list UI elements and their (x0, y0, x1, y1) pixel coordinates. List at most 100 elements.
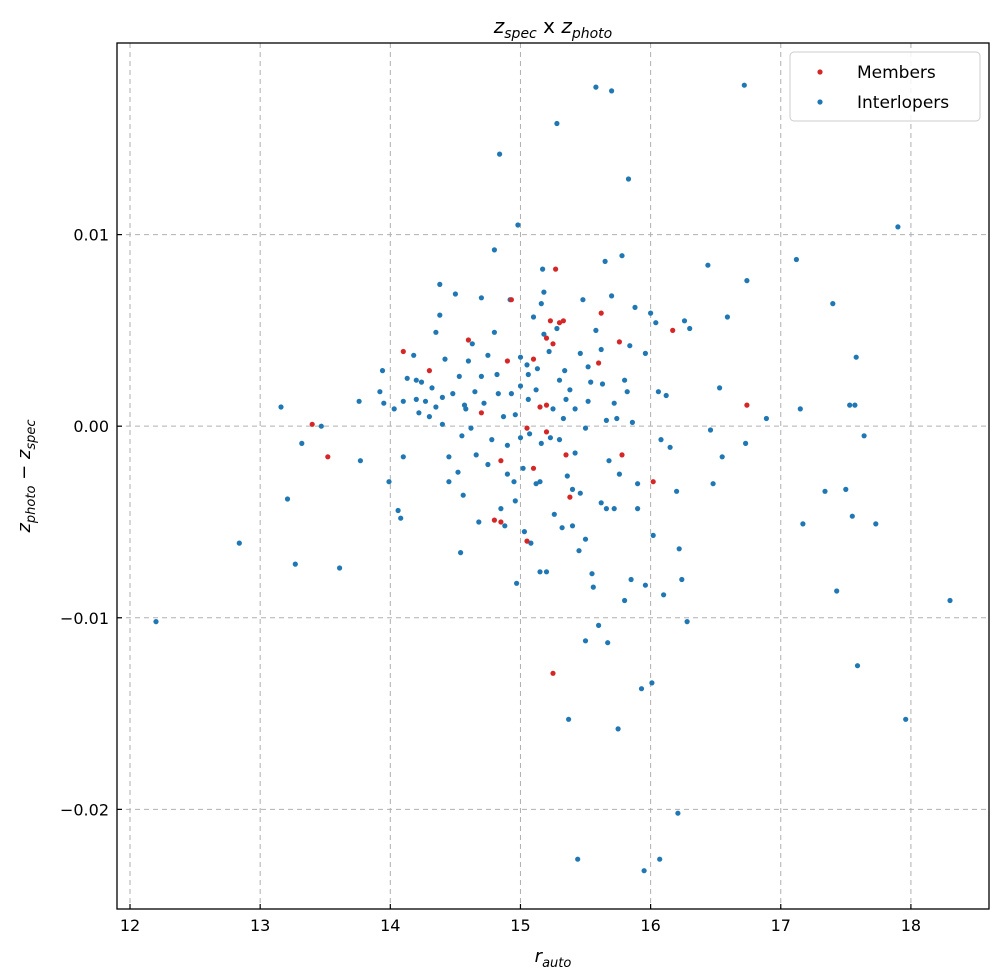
members-point (550, 341, 556, 347)
interlopers-point (675, 810, 681, 816)
y-axis-label: zphoto − zspec (14, 419, 39, 533)
legend: Members Interlopers (789, 51, 981, 122)
interlopers-point (460, 492, 466, 498)
interlopers-point (628, 576, 634, 583)
members-point (550, 670, 556, 676)
members-point (530, 356, 537, 362)
interlopers-point (514, 580, 520, 586)
y-tick-label: −0.01 (60, 609, 109, 628)
members-point (553, 266, 559, 272)
interlopers-point (495, 391, 501, 397)
interlopers-point (638, 686, 645, 692)
members-point (670, 327, 676, 333)
interlopers-point (800, 521, 806, 527)
interlopers-point (763, 415, 770, 422)
interlopers-point (681, 318, 688, 324)
members-point (309, 421, 315, 427)
interlopers-point (337, 565, 343, 571)
interlopers-point (433, 329, 439, 335)
members-point (524, 425, 530, 431)
x-axis-label: rauto (535, 946, 572, 971)
interlopers-point (489, 437, 495, 443)
interlopers-point (446, 454, 452, 460)
interlopers-point (543, 569, 550, 575)
interlopers-point (478, 373, 484, 379)
interlopers-point (649, 680, 655, 686)
interlopers-point (611, 400, 617, 406)
interlopers-point (684, 619, 690, 625)
interlopers-point (635, 506, 641, 512)
interlopers-point (661, 592, 667, 598)
chart-title: zspec x zphoto (493, 14, 612, 42)
interlopers-point (834, 588, 840, 594)
members-point (498, 519, 504, 525)
members-point (537, 404, 543, 410)
interlopers-point (476, 519, 482, 525)
interlopers-point (491, 247, 497, 253)
interlopers-point (472, 389, 478, 395)
interlopers-point (537, 479, 543, 485)
interlopers-point (357, 458, 363, 464)
interlopers-point (465, 358, 471, 364)
interlopers-point (391, 406, 397, 412)
interlopers-point (504, 442, 510, 448)
interlopers-point (504, 471, 510, 477)
interlopers-point (616, 471, 623, 477)
members-point (744, 402, 750, 408)
interlopers-point (299, 440, 305, 446)
interlopers-point (556, 437, 563, 443)
interlopers-point (609, 293, 615, 299)
interlopers-point (469, 341, 475, 347)
interlopers-point (577, 490, 583, 496)
interlopers-point (278, 404, 284, 410)
x-axis-ticks: 12 13 14 15 16 17 18 (120, 904, 921, 935)
interlopers-point (679, 576, 685, 583)
interlopers-point (676, 546, 682, 552)
interlopers-point (528, 540, 534, 546)
interlopers-point (606, 458, 612, 464)
legend-marker-members (817, 69, 823, 75)
interlopers-point (530, 314, 537, 320)
interlopers-point (497, 151, 503, 157)
interlopers-point (524, 362, 530, 368)
interlopers-point (416, 410, 422, 416)
interlopers-point (554, 120, 560, 127)
interlopers-point (657, 856, 663, 862)
interlopers-point (284, 496, 291, 502)
interlopers-point (852, 402, 858, 408)
interlopers-point (590, 584, 596, 590)
members-point (491, 517, 497, 523)
interlopers-point (650, 532, 656, 539)
interlopers-point (418, 379, 425, 385)
x-tick-label: 15 (510, 916, 530, 935)
interlopers-point (564, 473, 570, 479)
data-points (153, 82, 953, 874)
interlopers-point (153, 619, 159, 625)
members-point (504, 358, 510, 364)
members-point (650, 479, 656, 485)
members-point (543, 429, 550, 435)
interlopers-point (538, 440, 544, 446)
interlopers-point (653, 320, 659, 326)
interlopers-point (442, 356, 448, 362)
interlopers-point (540, 266, 546, 272)
y-axis-ticks: −0.02 −0.01 0.00 0.01 (60, 226, 122, 819)
interlopers-point (517, 383, 524, 389)
interlopers-point (658, 437, 664, 443)
interlopers-point (744, 278, 750, 284)
interlopers-point (589, 571, 595, 577)
interlopers-point (463, 406, 469, 412)
interlopers-point (566, 716, 572, 722)
interlopers-point (611, 506, 617, 512)
interlopers-point (508, 391, 514, 397)
interlopers-point (502, 523, 508, 529)
interlopers-point (567, 387, 573, 393)
y-tick-label: 0.00 (73, 417, 109, 436)
interlopers-point (598, 500, 604, 506)
members-point (465, 337, 471, 343)
interlopers-point (422, 398, 429, 404)
members-point (543, 335, 550, 341)
interlopers-point (569, 486, 576, 492)
interlopers-point (478, 295, 484, 301)
